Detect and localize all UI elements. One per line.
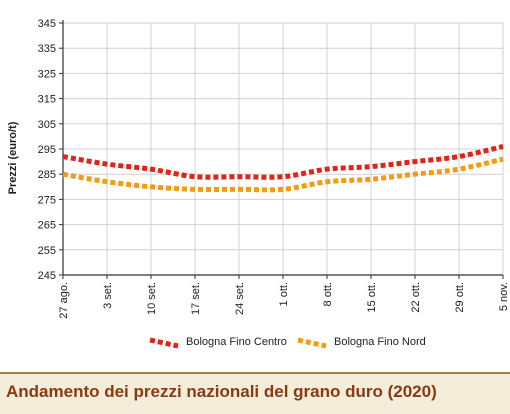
x-tick-label: 1 ott.: [278, 282, 290, 306]
x-tick-label: 22 ott.: [410, 282, 422, 313]
y-tick-label: 305: [38, 119, 56, 131]
y-tick-label: 295: [38, 144, 56, 156]
legend-item-nord: Bologna Fino Nord: [296, 330, 426, 354]
y-tick-label: 245: [38, 270, 56, 282]
x-tick-label: 29 ott.: [454, 282, 466, 313]
y-axis-label: Prezzi (euro/t): [7, 121, 19, 194]
y-tick-label: 285: [38, 169, 56, 181]
axis-layer: 245 255 265 275 285 295 305 315 325 335 345 27 ago.…: [38, 18, 510, 319]
y-tick-label: 315: [38, 94, 56, 106]
legend-item-centro: Bologna Fino Centro: [148, 330, 287, 354]
series-line-nord: [62, 156, 504, 193]
y-tick-label: 255: [38, 245, 56, 257]
legend-swatch-nord: [297, 337, 327, 349]
x-tick-label: 5 nov.: [498, 282, 510, 311]
y-tick-label: 275: [38, 194, 56, 206]
line-chart: 245 255 265 275 285 295 305 315 325 335 345 27 ago.…: [7, 18, 510, 319]
x-tick-label: 10 set.: [146, 282, 158, 315]
x-tick-label: 27 ago.: [58, 282, 70, 319]
y-tick-label: 265: [38, 220, 56, 232]
x-tick-label: 17 set.: [190, 282, 202, 315]
caption-bar: Andamento dei prezzi nazionali del grano…: [0, 372, 510, 414]
x-tick-label: 8 ott.: [322, 282, 334, 306]
x-tick-label: 3 set.: [102, 282, 114, 309]
chart-caption: Andamento dei prezzi nazionali del grano…: [6, 382, 437, 401]
series-line-centro: [62, 144, 504, 180]
legend-label-nord: Bologna Fino Nord: [334, 336, 426, 348]
y-tick-label: 325: [38, 68, 56, 80]
chart-card: 245 255 265 275 285 295 305 315 325 335 345 27 ago.…: [0, 18, 510, 354]
legend-swatch-centro: [149, 337, 179, 349]
x-tick-label: 24 set.: [234, 282, 246, 315]
chart-legend: Bologna Fino Centro Bologna Fino Nord: [0, 330, 510, 354]
y-tick-label: 345: [38, 18, 56, 30]
grid-layer: [62, 22, 504, 276]
x-tick-label: 15 ott.: [366, 282, 378, 313]
legend-label-centro: Bologna Fino Centro: [186, 336, 287, 348]
y-tick-label: 335: [38, 43, 56, 55]
series-layer: [62, 144, 504, 193]
